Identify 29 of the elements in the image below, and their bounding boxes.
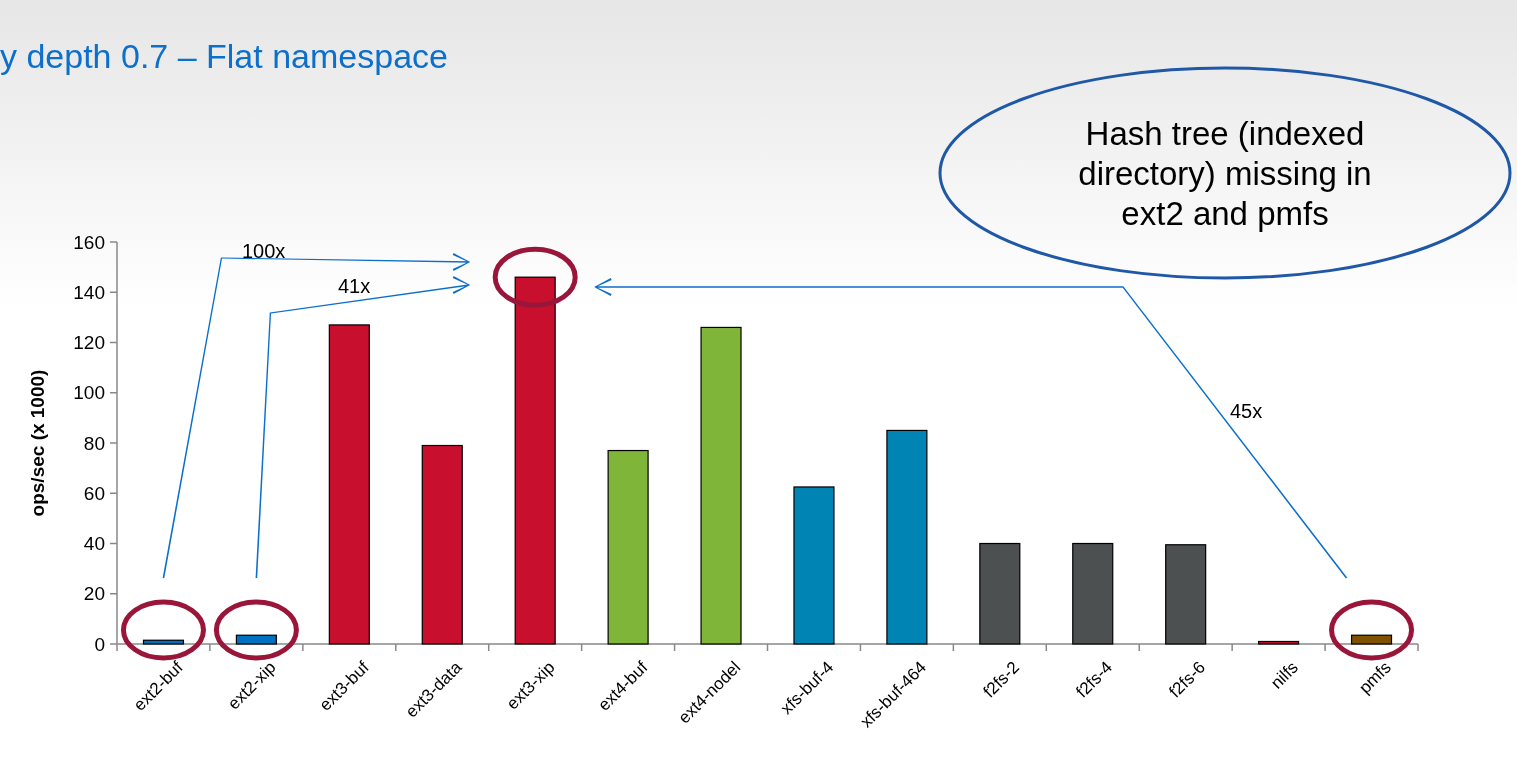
x-tick-label: nilfs: [1267, 657, 1302, 693]
bar: [1350, 634, 1393, 645]
annotation: 100x: [242, 240, 286, 262]
bar: [607, 449, 649, 645]
annotation: 45x: [1230, 400, 1263, 422]
y-tick-label: 60: [83, 482, 105, 504]
bar: [793, 486, 835, 645]
bar: [886, 429, 928, 645]
y-tick-label: 0: [94, 633, 105, 655]
y-tick-label: 140: [73, 281, 105, 303]
y-tick-label: 80: [83, 432, 105, 454]
bar: [142, 639, 185, 645]
chart-subtitle: y depth 0.7 – Flat namespace: [0, 37, 448, 75]
bar: [700, 326, 742, 645]
bar: [1258, 640, 1300, 645]
bar: [235, 634, 277, 645]
annotation: 41x: [338, 275, 371, 297]
bar: [979, 542, 1021, 645]
bar: [421, 444, 463, 645]
y-tick-label: 120: [73, 332, 105, 354]
y-tick-label: 160: [73, 231, 105, 253]
y-tick-label: 40: [83, 533, 105, 555]
bar: [328, 324, 370, 645]
bar: [1072, 542, 1114, 645]
y-tick-label: 20: [83, 583, 105, 605]
y-axis-title: ops/sec (x 1000): [27, 369, 48, 517]
bar: [1165, 544, 1207, 645]
text: Hash tree (indexed directory) missing in ext2 and pmfs: [1078, 114, 1372, 232]
y-tick-label: 100: [73, 382, 105, 404]
